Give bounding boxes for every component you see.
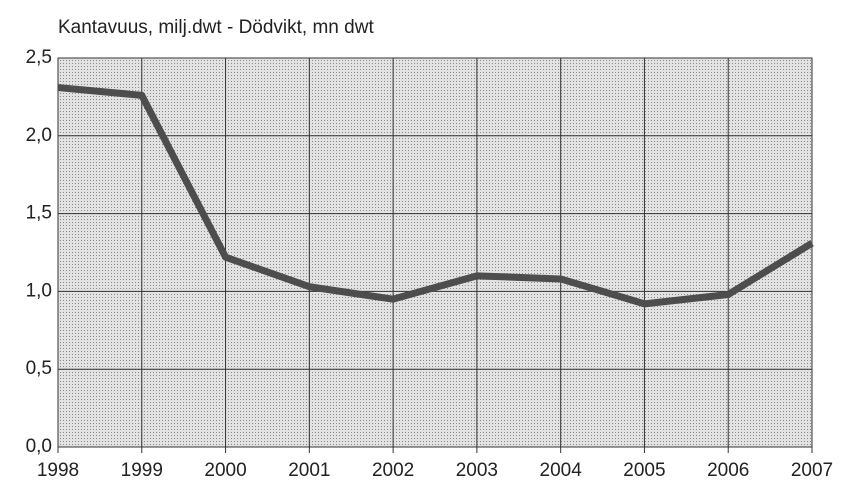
x-tick-label: 2004 — [540, 460, 583, 481]
plot-background — [58, 58, 812, 447]
x-tick-label: 2005 — [623, 460, 665, 481]
y-tick-label: 0,5 — [26, 358, 52, 379]
x-tick-label: 2003 — [456, 460, 498, 481]
data-line — [57, 84, 814, 308]
x-tick-label: 2001 — [288, 460, 330, 481]
chart-title: Kantavuus, milj.dwt - Dödvikt, mn dwt — [58, 17, 374, 38]
y-tick-label: 0,0 — [26, 436, 52, 457]
x-tick-label: 1998 — [37, 460, 79, 481]
x-tick-label: 2002 — [372, 460, 414, 481]
y-tick-label: 1,5 — [26, 203, 52, 224]
plot-frame — [57, 57, 813, 448]
x-tick-label: 2006 — [707, 460, 749, 481]
x-tick-label: 1999 — [121, 460, 163, 481]
y-tick-label: 2,0 — [26, 125, 52, 146]
y-tick-label: 1,0 — [26, 280, 52, 301]
x-tick-label: 2007 — [791, 460, 833, 481]
y-tick-label: 2,5 — [26, 47, 52, 68]
x-tick-label: 2000 — [204, 460, 246, 481]
